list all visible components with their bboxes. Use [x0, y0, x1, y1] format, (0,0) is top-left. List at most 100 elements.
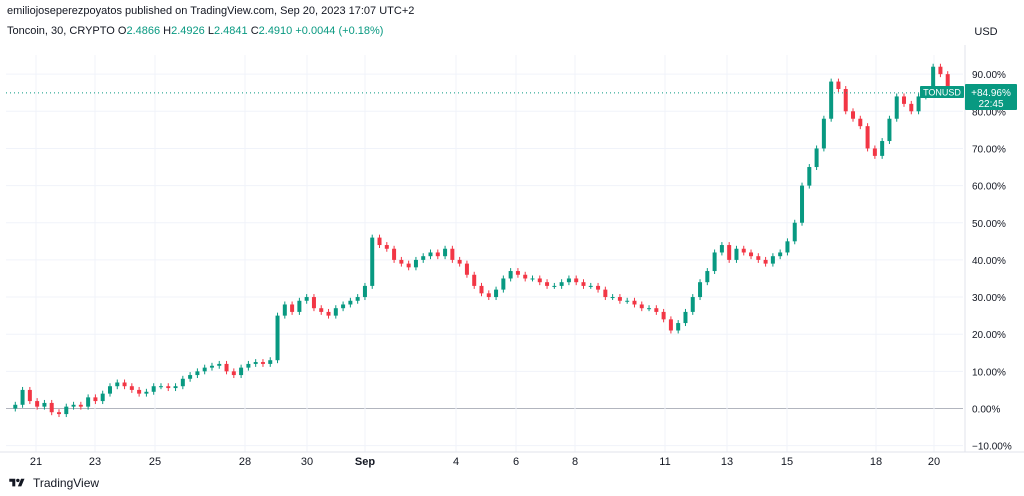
candle-body [566, 278, 571, 283]
candle-body [916, 96, 921, 112]
close-label: C [250, 25, 259, 37]
candle-body [311, 297, 316, 309]
symbol-badge-label: TONUSD [923, 88, 961, 98]
candle-body [668, 319, 673, 331]
candle-body [107, 386, 112, 394]
candle-body [705, 271, 710, 283]
candle-body [690, 297, 695, 312]
candle-body [71, 404, 76, 407]
candle-body [486, 293, 491, 298]
candle-body [523, 274, 528, 279]
candle-body [166, 386, 171, 389]
candle-body [596, 285, 601, 290]
symbol-legend: Toncoin, 30, CRYPTO O2.4866 H2.4926 L2.4… [7, 25, 383, 37]
candle-body [421, 256, 426, 260]
high-value: 2.4926 [171, 25, 205, 37]
candle-body [464, 263, 469, 275]
candle-body [800, 185, 805, 223]
candle-body [326, 311, 331, 316]
candle-body [537, 278, 542, 283]
candle-body [239, 367, 244, 376]
candle-body [836, 81, 841, 90]
candle-body [865, 126, 870, 149]
candle-body [49, 402, 54, 413]
close-value: 2.4910 [258, 25, 293, 37]
candle-body [931, 66, 936, 90]
candle-body [756, 256, 761, 260]
y-tick-label: 80.00% [972, 107, 1006, 118]
candle-body [894, 96, 899, 119]
candle-body [304, 297, 309, 301]
candle-body [814, 148, 819, 168]
candle-body [253, 362, 258, 364]
candle-body [821, 118, 826, 149]
candle-body [333, 308, 338, 316]
low-value: 2.4841 [213, 25, 248, 37]
change-value: +0.0044 (+0.18%) [295, 25, 384, 37]
candle-body [209, 365, 214, 368]
symbol-badge [920, 86, 964, 98]
candle-body [27, 389, 32, 402]
candle-body [872, 148, 877, 156]
candle-body [370, 237, 375, 286]
candle-body [610, 297, 615, 299]
candle-body [858, 118, 863, 127]
open-value: 2.4866 [126, 25, 161, 37]
candle-body [734, 248, 739, 260]
candle-body [639, 304, 644, 309]
candle-body [676, 323, 681, 331]
candle-body [158, 386, 163, 388]
price-badge [965, 84, 1017, 110]
candle-body [719, 245, 724, 253]
candle-body [399, 259, 404, 264]
candle-body [435, 252, 440, 257]
candle-body [217, 363, 222, 366]
candle-body [290, 304, 295, 312]
x-tick-label: 8 [572, 456, 578, 468]
candle-body [144, 391, 149, 394]
y-tick-label: 20.00% [972, 330, 1006, 341]
y-tick-label: 70.00% [972, 144, 1006, 155]
candle-body [202, 367, 207, 372]
candle-body [341, 304, 346, 309]
x-tick-label: 30 [301, 456, 313, 468]
candle-body [902, 96, 907, 104]
candle-body [494, 289, 499, 298]
candle-body [173, 386, 178, 389]
y-tick-label: 40.00% [972, 256, 1006, 267]
y-tick-label: 90.00% [972, 70, 1006, 81]
candle-body [450, 248, 455, 260]
symbol-name[interactable]: Toncoin, 30, CRYPTO [7, 25, 115, 37]
candle-body [20, 389, 25, 405]
candle-body [712, 252, 717, 272]
candle-body [275, 315, 280, 361]
x-tick-label: 20 [928, 456, 940, 468]
tradingview-brand: TradingView [33, 476, 100, 490]
candle-body [406, 263, 411, 268]
candle-body [297, 300, 302, 312]
candle-body [355, 297, 360, 301]
x-tick-label: 23 [89, 456, 101, 468]
tradingview-footer[interactable]: TradingView [7, 476, 99, 490]
candle-body [231, 371, 236, 376]
candle-body [829, 81, 834, 119]
candle-body [530, 278, 535, 280]
candle-body [151, 386, 156, 392]
candle-body [807, 167, 812, 186]
y-tick-label: 0.00% [972, 405, 1000, 416]
x-tick-label: 25 [149, 456, 161, 468]
y-tick-label: 30.00% [972, 293, 1006, 304]
candle-body [887, 118, 892, 142]
candle-body [909, 103, 914, 112]
candle-body [647, 308, 652, 310]
candle-body [559, 282, 564, 286]
candle-body [683, 311, 688, 324]
y-tick-label: 10.00% [972, 367, 1006, 378]
candle-body [413, 259, 418, 268]
x-tick-label: 28 [239, 456, 251, 468]
x-tick-label: 13 [721, 456, 733, 468]
candle-body [42, 402, 47, 407]
candle-body [443, 248, 448, 257]
currency-selector[interactable]: USD [974, 26, 998, 38]
